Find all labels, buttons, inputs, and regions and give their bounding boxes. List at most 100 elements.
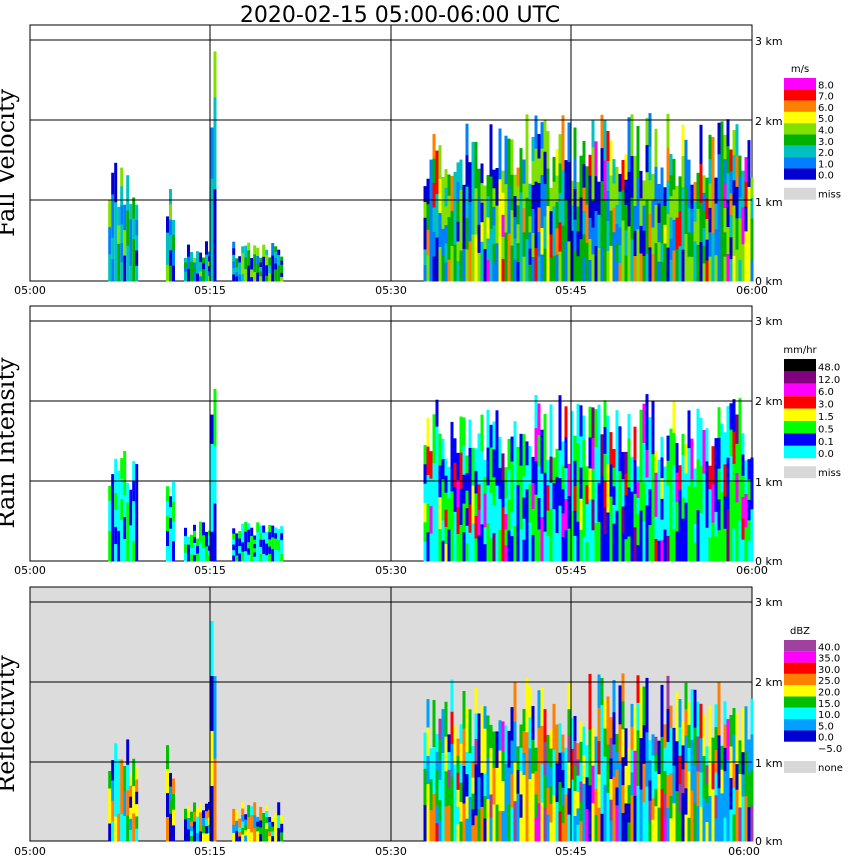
data-cell — [432, 134, 436, 159]
data-cell — [657, 540, 661, 562]
data-cell — [597, 807, 601, 842]
data-cell — [489, 724, 493, 749]
data-cell — [256, 522, 260, 533]
data-cell — [606, 792, 610, 842]
data-cell — [528, 717, 532, 749]
data-cell — [690, 739, 694, 791]
data-cell — [588, 217, 592, 240]
data-cell — [117, 470, 121, 502]
data-cell — [462, 474, 466, 504]
data-cell — [250, 544, 254, 554]
data-cell — [108, 254, 112, 282]
data-cell — [235, 271, 239, 277]
data-cell — [702, 192, 706, 211]
data-cell — [447, 259, 451, 282]
data-cell — [708, 207, 712, 233]
data-cell — [184, 544, 187, 554]
data-cell — [522, 232, 526, 258]
data-cell — [663, 206, 667, 226]
data-cell — [609, 140, 613, 176]
data-cell — [705, 765, 709, 785]
data-cell — [253, 263, 257, 273]
data-cell — [642, 255, 646, 282]
data-cell — [579, 436, 583, 468]
data-cell — [681, 455, 685, 477]
data-cell — [585, 242, 589, 282]
data-cell — [687, 523, 691, 562]
data-cell — [627, 536, 631, 562]
data-cell — [723, 208, 727, 233]
data-cell — [516, 262, 520, 282]
data-cell — [480, 261, 484, 282]
data-cell — [609, 245, 613, 282]
data-cell — [123, 473, 127, 496]
data-cell — [657, 807, 661, 842]
data-cell — [510, 774, 514, 809]
data-cell — [603, 728, 607, 758]
data-cell — [546, 206, 550, 244]
data-cell — [268, 257, 272, 266]
data-cell — [645, 117, 649, 146]
data-cell — [199, 252, 202, 258]
data-cell — [459, 189, 463, 221]
data-cell — [247, 523, 251, 531]
data-cell — [612, 449, 616, 469]
data-cell — [711, 522, 715, 562]
data-cell — [199, 812, 202, 823]
data-cell — [135, 828, 139, 842]
data-cell — [516, 484, 520, 524]
data-cell — [426, 475, 430, 505]
data-cell — [612, 256, 616, 282]
data-cell — [669, 795, 673, 819]
data-cell — [612, 744, 616, 778]
data-cell — [636, 466, 640, 483]
data-cell — [277, 539, 281, 551]
data-cell — [462, 766, 466, 804]
data-cell — [564, 406, 568, 438]
data-cell — [618, 245, 622, 264]
data-cell — [630, 156, 634, 199]
data-cell — [280, 264, 284, 270]
data-cell — [744, 527, 748, 562]
data-cell — [432, 207, 436, 233]
data-cell — [513, 491, 517, 527]
data-cell — [600, 813, 604, 842]
data-cell — [597, 214, 601, 249]
data-cell — [699, 806, 703, 842]
colorbar-swatch — [784, 168, 816, 180]
data-cell — [271, 243, 275, 257]
data-cell — [504, 802, 508, 842]
xtick-0545: 05:45 — [555, 845, 587, 858]
data-cell — [537, 435, 541, 467]
data-cell — [543, 216, 547, 250]
data-cell — [723, 256, 727, 282]
data-cell — [750, 698, 754, 735]
data-cell — [274, 538, 278, 545]
data-cell — [213, 97, 217, 144]
data-cell — [213, 676, 217, 718]
data-cell — [603, 160, 607, 202]
data-cell — [681, 745, 685, 770]
data-cell — [732, 463, 736, 497]
data-cell — [588, 437, 592, 469]
data-cell — [630, 772, 634, 796]
data-cell — [471, 761, 475, 779]
ytick-2km: 2 km — [755, 676, 783, 689]
colorbar-swatch — [784, 640, 816, 652]
data-cell — [480, 738, 484, 774]
data-cell — [660, 498, 664, 521]
data-cell — [210, 178, 214, 231]
data-cell — [600, 114, 604, 149]
data-cell — [567, 528, 571, 562]
data-cell — [483, 773, 487, 797]
data-cell — [654, 472, 658, 496]
data-cell — [483, 796, 487, 820]
data-cell — [639, 789, 643, 842]
data-cell — [280, 526, 284, 534]
data-cell — [579, 239, 583, 282]
data-cell — [579, 467, 583, 500]
data-cell — [636, 125, 640, 179]
data-cell — [585, 745, 589, 778]
data-cell — [199, 831, 202, 842]
data-cell — [193, 536, 196, 544]
